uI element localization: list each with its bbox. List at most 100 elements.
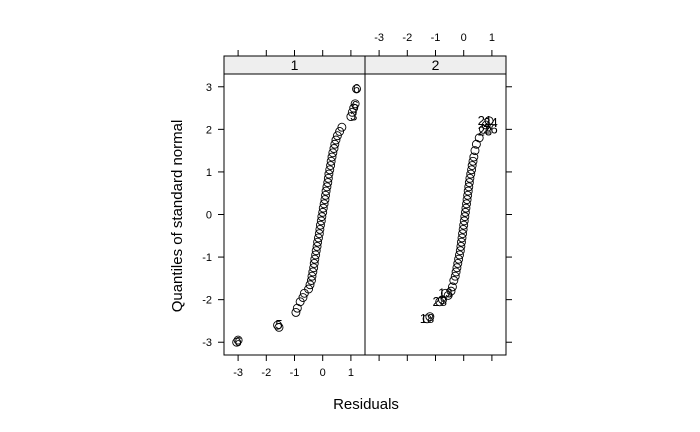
- data-point: [455, 246, 465, 256]
- data-point: [318, 203, 328, 213]
- data-point: [457, 233, 467, 243]
- data-point: [458, 224, 468, 234]
- data-point: [316, 216, 326, 226]
- data-point: [471, 139, 481, 149]
- data-point: [352, 84, 361, 94]
- data-point: [350, 99, 360, 109]
- point-label: 18: [420, 311, 434, 326]
- data-point: [232, 337, 242, 347]
- data-point: [299, 288, 309, 298]
- data-point: [469, 152, 479, 162]
- y-tick-label: 2: [206, 124, 212, 136]
- point-label: 26: [483, 121, 497, 136]
- x-tick-label: -2: [261, 367, 271, 379]
- x-tick-label: 0: [320, 367, 326, 379]
- data-point: [324, 169, 334, 179]
- point-label: 6: [353, 81, 360, 96]
- x-tick-label: -3: [374, 32, 384, 44]
- data-point: [326, 156, 336, 166]
- data-point: [346, 112, 356, 122]
- data-point: [314, 229, 324, 239]
- data-point: [311, 246, 321, 256]
- data-point: [305, 280, 315, 290]
- data-point: [310, 254, 320, 264]
- x-axis-2: -3 -2 -1 0 1: [374, 32, 495, 361]
- data-point: [454, 254, 464, 264]
- data-point: [450, 271, 460, 281]
- data-point: [435, 297, 445, 307]
- point-label: 6: [234, 334, 241, 349]
- x-tick-label: 1: [348, 367, 354, 379]
- data-point: [328, 148, 338, 158]
- x-tick-label: 0: [461, 32, 467, 44]
- point-label: 5: [275, 317, 282, 332]
- strip-label: 2: [432, 57, 440, 73]
- data-point: [455, 250, 464, 260]
- data-point: [332, 131, 342, 141]
- data-point: [422, 314, 432, 324]
- point-label: 24: [483, 115, 497, 130]
- data-point: [329, 144, 339, 153]
- y-axis-label: Quantiles of standard normal: [169, 120, 186, 313]
- x-axis-1: -3 -2 -1 0 1: [233, 50, 354, 379]
- data-point: [456, 237, 466, 247]
- data-point: [312, 241, 322, 251]
- data-point: [233, 335, 243, 345]
- data-point: [309, 259, 319, 268]
- data-point: [459, 216, 469, 226]
- strip-label: 1: [291, 57, 299, 73]
- data-point: [446, 286, 456, 296]
- data-point: [474, 133, 484, 143]
- data-point: [464, 182, 474, 192]
- data-point: [319, 199, 329, 209]
- data-point: [447, 282, 457, 292]
- data-point: [315, 220, 325, 230]
- data-point: [311, 250, 321, 260]
- data-point: [468, 156, 478, 166]
- panel-frame: [223, 73, 366, 356]
- data-point: [440, 288, 450, 298]
- data-point: [292, 303, 302, 313]
- data-point: [449, 276, 459, 285]
- data-point: [484, 116, 494, 126]
- data-point: [322, 182, 332, 192]
- data-point: [465, 173, 475, 183]
- data-point: [452, 263, 462, 273]
- y-tick-label: 1: [206, 167, 212, 179]
- x-tick-label: -1: [431, 32, 441, 44]
- data-point: [291, 307, 301, 317]
- y-tick-label: -3: [202, 337, 212, 349]
- data-point: [456, 241, 466, 251]
- data-point: [425, 312, 435, 322]
- data-point: [461, 203, 471, 213]
- data-point: [467, 165, 477, 175]
- data-point: [337, 122, 347, 132]
- x-tick-label: 1: [489, 32, 495, 44]
- x-tick-label: -1: [290, 367, 300, 379]
- data-point: [304, 284, 314, 294]
- point-label: 21: [478, 113, 492, 128]
- data-point: [349, 103, 359, 113]
- data-point: [451, 267, 461, 277]
- point-label: 6: [352, 98, 359, 113]
- data-point: [347, 107, 357, 117]
- data-point: [327, 152, 337, 162]
- data-point: [317, 212, 327, 222]
- data-point: [318, 207, 328, 217]
- data-point: [330, 139, 340, 149]
- y-tick-label: -1: [202, 252, 212, 264]
- data-point: [321, 186, 331, 196]
- data-point: [313, 237, 323, 247]
- data-point: [323, 173, 333, 183]
- point-label: 23: [478, 123, 492, 138]
- data-point: [274, 322, 284, 332]
- data-point: [460, 212, 470, 222]
- data-point: [438, 295, 447, 305]
- data-point: [308, 267, 318, 277]
- data-point: [331, 135, 341, 145]
- data-point: [463, 186, 473, 196]
- x-tick-label: -3: [233, 367, 243, 379]
